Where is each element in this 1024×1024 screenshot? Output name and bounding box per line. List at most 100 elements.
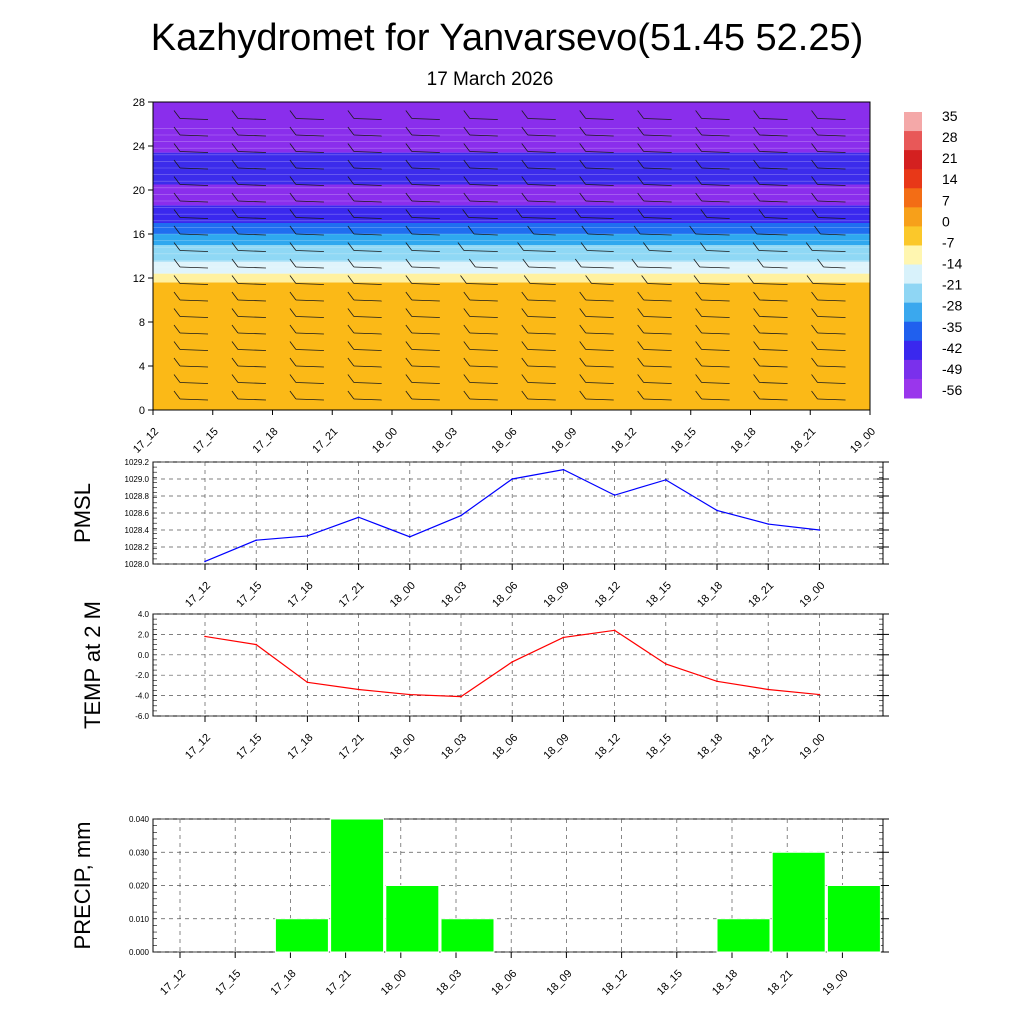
wind-barb bbox=[353, 382, 382, 384]
wind-barb-flag bbox=[231, 258, 239, 268]
y-tick-label: 4.0 bbox=[138, 610, 150, 619]
wind-barb-flag bbox=[521, 374, 529, 383]
wind-barb bbox=[469, 382, 498, 384]
wind-barb-flag bbox=[753, 192, 760, 202]
wind-barb-flag bbox=[231, 143, 239, 152]
x-tick-label: 17_21 bbox=[310, 426, 340, 456]
wind-barb bbox=[353, 250, 382, 252]
x-tick-label: 17_12 bbox=[183, 580, 213, 610]
wind-barb-flag bbox=[637, 357, 644, 367]
wind-barb bbox=[643, 151, 672, 153]
wind-barb-flag bbox=[695, 110, 702, 119]
wind-barb bbox=[706, 250, 730, 252]
colorbar-swatch bbox=[904, 321, 922, 342]
colorbar-label: 28 bbox=[942, 129, 958, 145]
wind-barb-flag bbox=[521, 390, 529, 400]
color-band bbox=[153, 102, 870, 153]
wind-barb bbox=[295, 134, 324, 137]
x-tick-label: 18_00 bbox=[370, 426, 400, 456]
wind-barb-flag bbox=[637, 192, 644, 202]
wind-barb bbox=[469, 118, 498, 120]
wind-barb-flag bbox=[579, 308, 587, 317]
colorbar-swatch bbox=[904, 283, 922, 304]
wind-barb bbox=[643, 299, 672, 302]
wind-barb bbox=[759, 332, 788, 335]
wind-barb-flag bbox=[811, 143, 818, 152]
wind-barb-flag bbox=[637, 110, 644, 119]
wind-barb bbox=[701, 332, 730, 335]
wind-barb bbox=[759, 184, 788, 186]
wind-barb-flag bbox=[231, 110, 239, 119]
wind-barb bbox=[411, 233, 440, 236]
wind-barb bbox=[764, 217, 788, 219]
precip-bar bbox=[716, 918, 771, 953]
wind-barb bbox=[527, 184, 556, 186]
wind-barb-flag bbox=[753, 110, 760, 119]
wind-barb bbox=[527, 167, 556, 170]
wind-barb bbox=[817, 332, 846, 335]
wind-barb bbox=[179, 266, 209, 269]
wind-barb bbox=[469, 167, 498, 170]
wind-barb bbox=[353, 316, 382, 318]
colorbar-label: 7 bbox=[942, 192, 950, 208]
wind-barb-flag bbox=[517, 242, 524, 251]
wind-barb-flag bbox=[695, 308, 702, 317]
wind-barb bbox=[237, 184, 266, 186]
wind-barb-flag bbox=[231, 126, 239, 136]
wind-barb bbox=[353, 151, 382, 153]
wind-barb-flag bbox=[405, 374, 413, 383]
y-tick-label: 0.000 bbox=[129, 948, 150, 957]
wind-barb-flag bbox=[405, 324, 413, 334]
wind-barb-flag bbox=[347, 209, 355, 218]
wind-barb-flag bbox=[637, 143, 644, 152]
y-tick-label: -2.0 bbox=[135, 671, 149, 680]
colorbar: 35 28 21 14 7 0 -7 -14 -21 -28 -35 -42 -49 -56 bbox=[904, 108, 962, 399]
wind-barb bbox=[179, 233, 209, 236]
wind-barb-flag bbox=[811, 341, 818, 350]
wind-barb bbox=[759, 250, 788, 252]
wind-barb-flag bbox=[347, 275, 355, 284]
wind-barb-flag bbox=[637, 126, 644, 136]
x-tick-label: 18_06 bbox=[490, 426, 520, 456]
wind-barb bbox=[179, 217, 209, 219]
wind-barb-flag bbox=[405, 357, 413, 367]
wind-barb bbox=[469, 349, 498, 351]
wind-barb bbox=[587, 250, 614, 252]
colorbar-label: 14 bbox=[942, 171, 958, 187]
y-axis-label: PRECIP, mm bbox=[70, 822, 95, 950]
x-tick-label: 18_21 bbox=[746, 732, 776, 762]
precip-bar bbox=[771, 851, 826, 953]
wind-barb bbox=[295, 349, 324, 351]
wind-barb-flag bbox=[753, 143, 760, 152]
wind-barb bbox=[295, 332, 324, 335]
colorbar-swatch bbox=[904, 226, 922, 246]
wind-barb-flag bbox=[637, 209, 645, 218]
colorbar-label: -42 bbox=[942, 340, 962, 356]
wind-barb bbox=[756, 233, 788, 236]
x-tick-label: 18_18 bbox=[710, 968, 740, 998]
y-axis-label: TEMP at 2 M bbox=[80, 601, 105, 729]
wind-barb-flag bbox=[753, 159, 760, 169]
wind-barb-flag bbox=[631, 258, 639, 268]
wind-barb bbox=[585, 184, 614, 186]
y-tick-label: 1028.6 bbox=[125, 509, 150, 518]
wind-barb bbox=[469, 299, 498, 302]
wind-barb bbox=[179, 365, 209, 368]
wind-barb-flag bbox=[574, 209, 582, 218]
wind-barb-flag bbox=[289, 225, 297, 235]
wind-barb bbox=[817, 349, 846, 351]
wind-barb-flag bbox=[173, 291, 181, 301]
temp-point bbox=[460, 695, 462, 698]
wind-barb bbox=[179, 316, 209, 318]
wind-barb-flag bbox=[289, 275, 297, 284]
wind-barb bbox=[817, 299, 846, 302]
color-band bbox=[153, 205, 870, 223]
wind-barb-flag bbox=[521, 143, 529, 152]
x-tick-label: 18_15 bbox=[644, 580, 674, 610]
temp-point bbox=[767, 688, 769, 691]
x-tick-label: 18_06 bbox=[489, 968, 519, 998]
wind-barb-flag bbox=[637, 308, 644, 317]
wind-barb-flag bbox=[693, 275, 701, 284]
wind-barb-flag bbox=[173, 275, 181, 284]
